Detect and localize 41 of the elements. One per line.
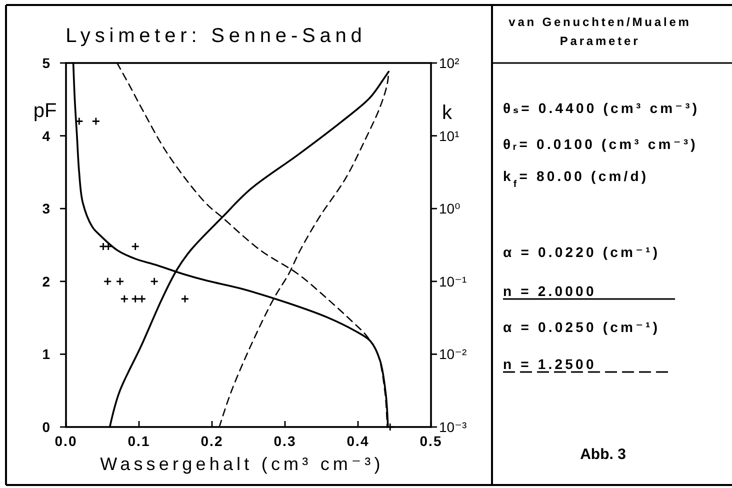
point — [131, 242, 140, 251]
text: van Genuchten/Mualem Parameter — [508, 15, 692, 48]
caption: Abb. 3 — [580, 446, 626, 463]
x-tick-label: 0.5 — [420, 433, 442, 449]
y2-tick-label: 10⁻² — [439, 346, 467, 362]
x-axis-title: Wassergehalt (cm³ cm⁻³) — [100, 454, 384, 474]
text: θₛ= 0.4400 (cm³ cm⁻³) — [503, 100, 700, 116]
y2-tick-label: 10⁻³ — [439, 419, 467, 436]
text: n = 2.0000 — [503, 283, 596, 299]
point — [138, 294, 146, 304]
text: θᵣ= 0.0100 (cm³ cm⁻³) — [503, 136, 698, 152]
y-tick-label: 1 — [42, 346, 50, 362]
x-tick-label: 0.0 — [54, 433, 78, 449]
text: n = 1.2500 — [503, 356, 596, 372]
y2-axis-title: k — [442, 102, 453, 124]
x-tick-label: 0.4 — [346, 433, 370, 449]
y-tick-label: 5 — [42, 55, 50, 72]
point — [103, 277, 112, 286]
y-tick-label: 3 — [42, 200, 50, 217]
y2-tick-label: 10⁰ — [439, 200, 461, 217]
y2-tick-label: 10⁻¹ — [439, 273, 467, 290]
text: α = 0.0220 (cm⁻¹) — [503, 244, 660, 260]
chart-title: Lysimeter: Senne-Sand — [66, 25, 366, 47]
y-tick-label: 4 — [42, 128, 50, 144]
point — [99, 242, 108, 251]
y2-tick-label: 10¹ — [439, 128, 460, 144]
point — [120, 294, 129, 304]
point — [116, 277, 124, 286]
y2-tick-label: 10² — [439, 55, 460, 72]
x-tick-label: 0.2 — [200, 433, 224, 449]
text: k$_{f}$= 80.00 (cm/d) — [503, 168, 649, 190]
y-tick-label: 0 — [42, 419, 50, 436]
text: α = 0.0250 (cm⁻¹) — [503, 319, 660, 335]
x-tick-label: 0.1 — [128, 433, 150, 449]
x-tick-label: 0.3 — [274, 433, 296, 449]
point — [92, 117, 100, 126]
point — [131, 294, 140, 304]
point — [150, 277, 159, 286]
point — [180, 294, 190, 304]
y-tick-label: 2 — [42, 273, 50, 290]
y-axis-title: pF — [33, 100, 57, 122]
